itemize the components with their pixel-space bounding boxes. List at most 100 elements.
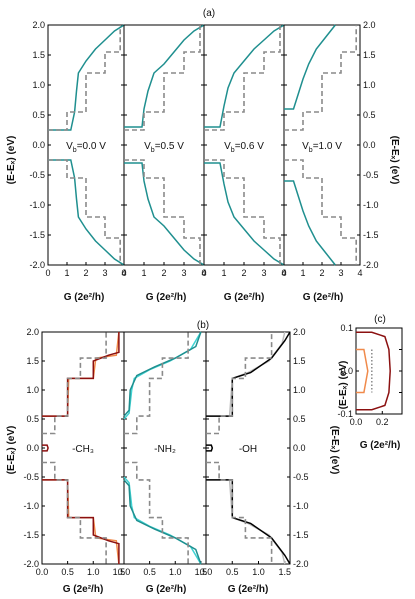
xlabel-a2: G (2e²/h)	[146, 292, 187, 303]
ytick-label-left-a1-6: -1.0	[29, 200, 45, 210]
xtick-label-b1-1: 0.5	[61, 567, 74, 577]
series-c-0	[356, 331, 391, 411]
xlabel-a1: G (2e²/h)	[64, 292, 105, 303]
ytick-label-right-a4-7: -1.5	[363, 230, 379, 240]
xtick-label-a3-2: 2	[241, 268, 246, 278]
xtick-label-a4-4: 4	[357, 268, 362, 278]
series-b3-5	[206, 479, 291, 565]
ylabel-left-c: (E-Eₓ) (eV)	[338, 361, 349, 410]
series-b3-1	[206, 331, 291, 417]
ytick-label-right-a4-4: 0.0	[363, 140, 376, 150]
ylabel-right-a: (E-Eₓ) (eV)	[389, 136, 400, 185]
series-a2-1	[124, 25, 201, 131]
series-a3-2	[204, 162, 285, 266]
xtick-label-a4-0: 0	[281, 268, 286, 278]
ytick-label-left-c-2: -0.1	[337, 409, 353, 419]
xtick-label-a4-2: 2	[319, 268, 324, 278]
plot-c: 0.0 0.20.10.0-0.1	[337, 323, 403, 427]
series-c-1	[356, 348, 369, 394]
xtick-label-b1-2: 1.0	[87, 567, 100, 577]
ytick-label-right-b3-2: 1.0	[293, 385, 306, 395]
ytick-label-right-b3-6: -1.0	[293, 501, 309, 511]
ytick-label-right-a4-5: -0.5	[363, 170, 379, 180]
xtick-label-b2-0: 0.0	[118, 567, 131, 577]
ytick-label-right-b3-4: 0.0	[293, 443, 306, 453]
series-b1-2	[42, 332, 107, 435]
ytick-label-left-a1-2: 1.0	[32, 80, 45, 90]
xtick-label-a2-3: 3	[181, 268, 186, 278]
xlabel-a3: G (2e²/h)	[224, 292, 265, 303]
ytick-label-left-b1-6: -1.0	[23, 501, 39, 511]
xtick-label-b2-2: 1.0	[169, 567, 182, 577]
xtick-label-a4-3: 3	[338, 268, 343, 278]
xlabel-b3: G (2e²/h)	[228, 584, 269, 595]
xtick-label-a2-2: 2	[161, 268, 166, 278]
ylabel-left-b: (E-Eₓ) (eV)	[6, 426, 17, 475]
ytick-label-right-b3-3: 0.5	[293, 414, 306, 424]
xtick-label-b3-1: 0.5	[226, 567, 239, 577]
xtick-label-b3-2: 1.0	[252, 567, 265, 577]
series-b2-1	[123, 331, 202, 417]
series-a3-0	[204, 24, 285, 128]
series-a4-3	[284, 159, 357, 265]
xtick-label-a2-4: 4	[201, 268, 206, 278]
series-b3-2	[206, 332, 273, 435]
xtick-label-a1-3: 3	[102, 268, 107, 278]
ytick-label-right-b3-8: -2.0	[293, 559, 309, 569]
xtick-label-c-0: 0.0	[350, 417, 363, 427]
ytick-label-right-b3-5: -0.5	[293, 472, 309, 482]
xtick-label-a3-1: 1	[221, 268, 226, 278]
ytick-label-right-a4-6: -1.0	[363, 200, 379, 210]
series-a3-1	[204, 25, 281, 131]
ytick-label-right-b3-1: 1.5	[293, 356, 306, 366]
xlabel-c: G (2e²/h)	[360, 440, 401, 451]
annotation-a1: Vb=0.0 V	[66, 141, 106, 154]
series-a1-3	[48, 159, 121, 265]
ytick-label-left-a1-5: -0.5	[29, 170, 45, 180]
xtick-label-a4-1: 1	[300, 268, 305, 278]
series-a2-2	[124, 162, 205, 266]
series-a1-1	[48, 25, 121, 131]
ytick-label-left-b1-0: 2.0	[26, 327, 39, 337]
ytick-label-left-a1-4: 0.0	[32, 140, 45, 150]
xtick-label-b1-3: 1.5	[113, 567, 126, 577]
xtick-label-b2-3: 1.5	[195, 567, 208, 577]
series-a4-2	[284, 180, 336, 266]
xtick-label-a1-2: 2	[83, 268, 88, 278]
series-a2-0	[124, 24, 205, 128]
xtick-label-b1-0: 0.0	[36, 567, 49, 577]
ytick-label-right-b3-7: -1.5	[293, 530, 309, 540]
xtick-label-a3-3: 3	[261, 268, 266, 278]
series-b1-6	[42, 461, 107, 564]
ytick-label-right-a4-8: -2.0	[363, 260, 379, 270]
series-a4-1	[284, 25, 357, 131]
series-a3-3	[204, 159, 281, 265]
ytick-label-right-a4-3: 0.5	[363, 110, 376, 120]
xtick-label-b3-3: 1.5	[278, 567, 291, 577]
xtick-label-a3-0: 0	[201, 268, 206, 278]
series-b2-5	[124, 461, 189, 564]
annotation-b2: -NH₂	[154, 444, 176, 455]
xtick-label-c-1: 0.2	[376, 417, 389, 427]
ytick-label-left-b1-8: -2.0	[23, 559, 39, 569]
ylabel-right-b: (E-Eₓ) (eV)	[329, 426, 340, 475]
xlabel-b2: G (2e²/h)	[146, 584, 187, 595]
ytick-label-right-b3-0: 2.0	[293, 327, 306, 337]
annotation-a3: Vb=0.6 V	[224, 141, 264, 154]
panel-label-c: (c)	[374, 314, 386, 325]
xtick-label-a3-4: 4	[281, 268, 286, 278]
series-b1-3	[42, 444, 49, 452]
ytick-label-left-b1-4: 0.0	[26, 443, 39, 453]
xtick-label-a2-1: 1	[141, 268, 146, 278]
annotation-a4: Vb=1.0 V	[302, 141, 342, 154]
plot-b3: 0.0 0.5 1.0 1.5 2.0 1.5 1.0 0.5 0.0 -0.5 -1.0 -1.5 -…	[200, 327, 309, 577]
series-a4-0	[284, 24, 336, 110]
plot-frame-c	[355, 327, 403, 415]
xtick-label-b3-0: 0.0	[200, 567, 213, 577]
ytick-label-left-c-1: 0.0	[340, 366, 353, 376]
ytick-label-left-b1-3: 0.5	[26, 414, 39, 424]
xtick-label-a1-0: 0	[45, 268, 50, 278]
ytick-label-left-a1-3: 0.5	[32, 110, 45, 120]
panel-label-b: (b)	[197, 320, 209, 331]
ylabel-left-a: (E-Eₓ) (eV)	[6, 136, 17, 185]
